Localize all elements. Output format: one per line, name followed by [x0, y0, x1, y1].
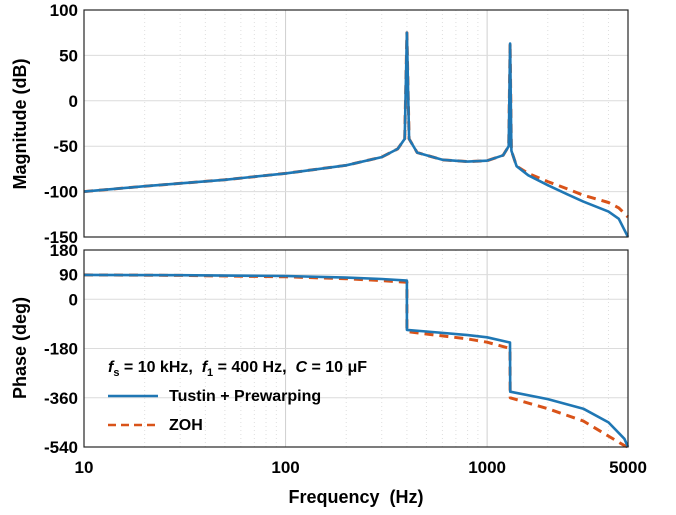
magnitude-series-tustin [83, 31, 630, 238]
magnitude-ytick-label: 100 [50, 1, 78, 20]
phase-ylabel: Phase (deg) [10, 297, 30, 399]
phase-ytick-label: 180 [50, 241, 78, 260]
phase-ytick-labels: 180 90 0 -180 -360 -540 [44, 241, 78, 457]
c-symbol: C [295, 359, 307, 376]
f1-subscript: 1 [207, 367, 213, 379]
phase-ytick-label: 0 [69, 290, 78, 309]
phase-xtick-labels: 10 100 1000 5000 [75, 458, 647, 477]
legend-label-tustin: Tustin + Prewarping [169, 388, 321, 405]
magnitude-ylabel: Magnitude (dB) [10, 59, 30, 190]
magnitude-ytick-labels: 100 50 0 -50 -100 -150 [44, 1, 78, 247]
f1-value: = 400 Hz, [213, 359, 295, 376]
magnitude-axes-frame [83, 9, 629, 238]
phase-series-tustin [83, 273, 630, 448]
frequency-xtick-label: 5000 [609, 458, 647, 477]
parameter-annotation: fs = 10 kHz, f1 = 400 Hz, C = 10 μF [108, 359, 367, 379]
fs-value: = 10 kHz, [119, 359, 201, 376]
frequency-xtick-label: 10 [75, 458, 94, 477]
f1-symbol: f [202, 359, 209, 376]
legend: Tustin + Prewarping ZOH [108, 388, 321, 434]
magnitude-ytick-label: -150 [44, 228, 78, 247]
fs-subscript: s [113, 367, 119, 379]
frequency-xtick-label: 100 [271, 458, 299, 477]
frequency-xlabel: Frequency (Hz) [288, 487, 423, 507]
legend-label-zoh: ZOH [169, 417, 203, 434]
magnitude-series-zoh [83, 31, 630, 219]
magnitude-ytick-label: 50 [59, 46, 78, 65]
magnitude-grid [84, 9, 628, 238]
phase-series-group [83, 273, 630, 449]
magnitude-ytick-label: 0 [69, 92, 78, 111]
frequency-xtick-label: 1000 [468, 458, 506, 477]
fs-symbol: f [108, 359, 115, 376]
magnitude-ytick-label: -50 [53, 137, 78, 156]
phase-axes-frame [83, 249, 629, 448]
phase-ytick-label: -540 [44, 438, 78, 457]
phase-ytick-label: 90 [59, 266, 78, 285]
phase-ytick-label: -360 [44, 389, 78, 408]
phase-ytick-label: -180 [44, 340, 78, 359]
c-value: = 10 μF [307, 359, 367, 376]
magnitude-ytick-label: -100 [44, 183, 78, 202]
magnitude-series-group [83, 31, 630, 238]
